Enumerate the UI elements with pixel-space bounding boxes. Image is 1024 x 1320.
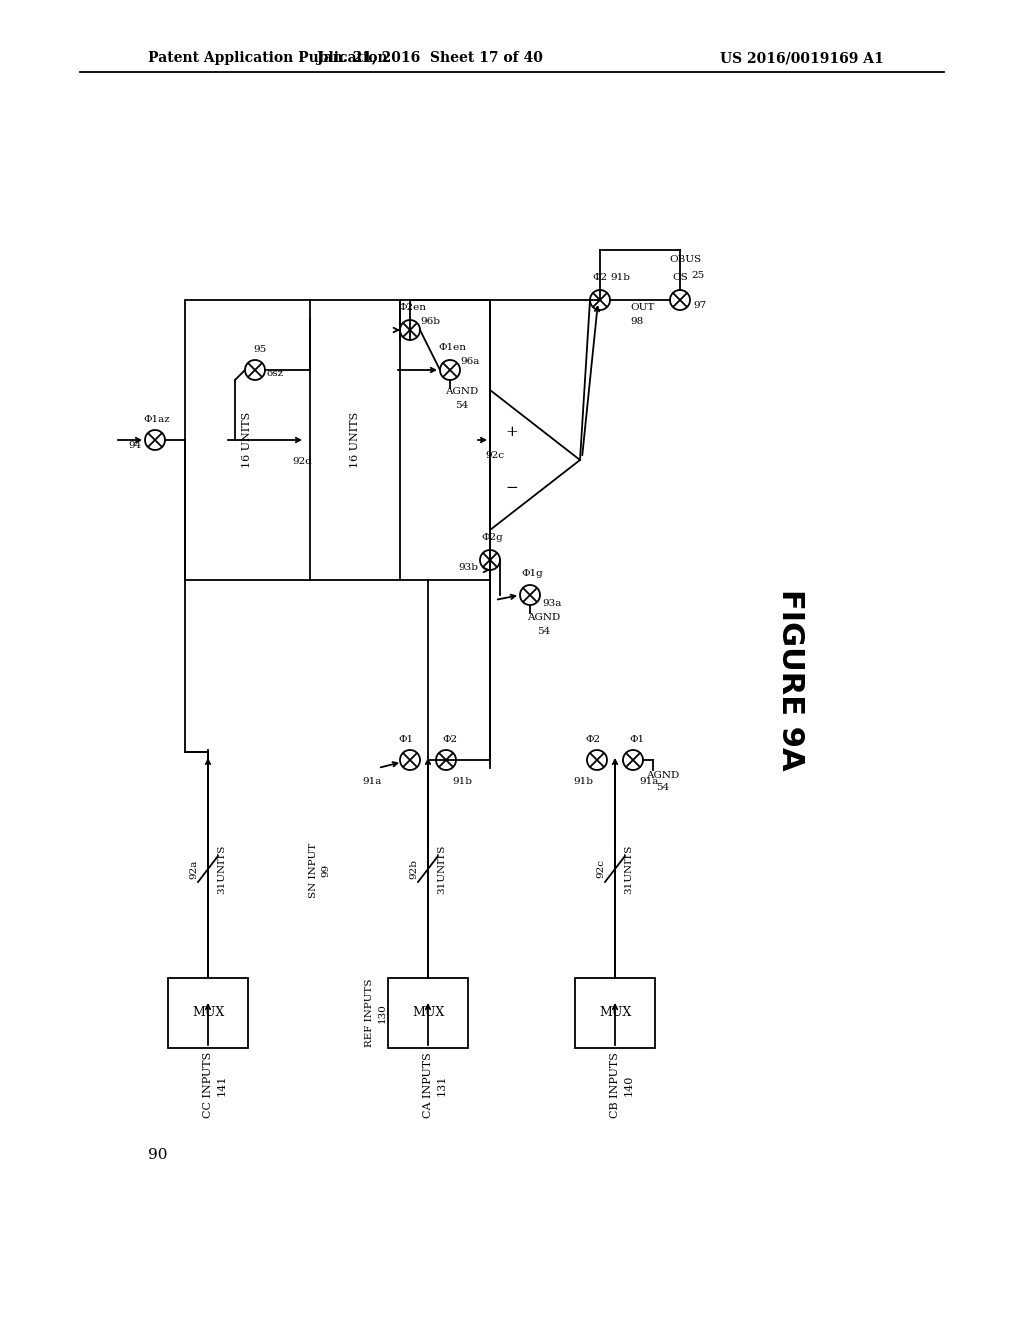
Text: 94: 94 <box>128 441 141 450</box>
Text: 93a: 93a <box>543 598 562 607</box>
Text: AGND: AGND <box>646 771 680 780</box>
Text: Patent Application Publication: Patent Application Publication <box>148 51 388 65</box>
Text: Φ2en: Φ2en <box>398 304 426 313</box>
Text: 31UNITS: 31UNITS <box>217 845 226 894</box>
Text: OUT: OUT <box>630 304 654 313</box>
Text: MUX: MUX <box>599 1006 631 1019</box>
Text: 97: 97 <box>693 301 707 309</box>
Text: 141: 141 <box>217 1074 227 1096</box>
Text: Φ1: Φ1 <box>630 735 644 744</box>
Text: 92d: 92d <box>292 458 312 466</box>
Text: Φ1g: Φ1g <box>521 569 543 578</box>
Text: 31UNITS: 31UNITS <box>625 845 634 894</box>
Text: 91a: 91a <box>362 777 382 787</box>
Text: Φ2g: Φ2g <box>481 533 503 543</box>
Text: 130: 130 <box>378 1003 386 1023</box>
Text: 31UNITS: 31UNITS <box>437 845 446 894</box>
Text: −: − <box>506 480 518 495</box>
Text: 92b: 92b <box>410 859 419 879</box>
Text: Φ2: Φ2 <box>442 735 458 744</box>
Bar <box>185 300 490 579</box>
Text: Φ1: Φ1 <box>398 735 414 744</box>
Text: 92c: 92c <box>597 859 605 879</box>
Text: 140: 140 <box>624 1074 634 1096</box>
Text: 92c: 92c <box>485 450 505 459</box>
Text: 54: 54 <box>456 401 469 411</box>
Text: AGND: AGND <box>445 388 478 396</box>
Text: CC INPUTS: CC INPUTS <box>203 1052 213 1118</box>
Text: Φ2: Φ2 <box>586 735 600 744</box>
Text: OS: OS <box>672 273 688 282</box>
Text: FIGURE 9A: FIGURE 9A <box>775 589 805 771</box>
Text: Φ1en: Φ1en <box>438 343 466 352</box>
Text: 98: 98 <box>630 318 643 326</box>
Text: OBUS: OBUS <box>669 256 701 264</box>
Text: SN INPUT: SN INPUT <box>308 842 317 898</box>
Text: 54: 54 <box>538 627 551 635</box>
Text: 95: 95 <box>253 346 266 355</box>
Text: Jan. 21, 2016  Sheet 17 of 40: Jan. 21, 2016 Sheet 17 of 40 <box>317 51 543 65</box>
Text: 92a: 92a <box>189 859 199 879</box>
Text: 96a: 96a <box>461 358 479 367</box>
Text: 93b: 93b <box>458 564 478 573</box>
Text: CA INPUTS: CA INPUTS <box>423 1052 433 1118</box>
Text: 90: 90 <box>148 1148 168 1162</box>
Text: 91a: 91a <box>639 777 658 787</box>
Text: AGND: AGND <box>527 612 560 622</box>
Bar <box>575 978 655 1048</box>
Text: US 2016/0019169 A1: US 2016/0019169 A1 <box>720 51 884 65</box>
Text: 16 UNITS: 16 UNITS <box>243 412 253 469</box>
Text: Φ1az: Φ1az <box>143 416 170 425</box>
Text: 25: 25 <box>691 271 705 280</box>
Text: 91b: 91b <box>610 273 630 282</box>
Text: MUX: MUX <box>412 1006 444 1019</box>
Text: MUX: MUX <box>191 1006 224 1019</box>
Text: +: + <box>506 425 518 440</box>
Text: 131: 131 <box>437 1074 447 1096</box>
Text: 96b: 96b <box>420 318 440 326</box>
Bar <box>388 978 468 1048</box>
Text: 54: 54 <box>656 784 670 792</box>
Bar <box>168 978 248 1048</box>
Text: Φ2: Φ2 <box>593 273 607 282</box>
Text: 91b: 91b <box>452 777 472 787</box>
Text: 91b: 91b <box>573 777 593 787</box>
Text: 99: 99 <box>322 863 331 876</box>
Text: 16 UNITS: 16 UNITS <box>350 412 360 469</box>
Text: REF INPUTS: REF INPUTS <box>366 978 375 1047</box>
Text: osz: osz <box>266 368 284 378</box>
Text: CB INPUTS: CB INPUTS <box>610 1052 620 1118</box>
